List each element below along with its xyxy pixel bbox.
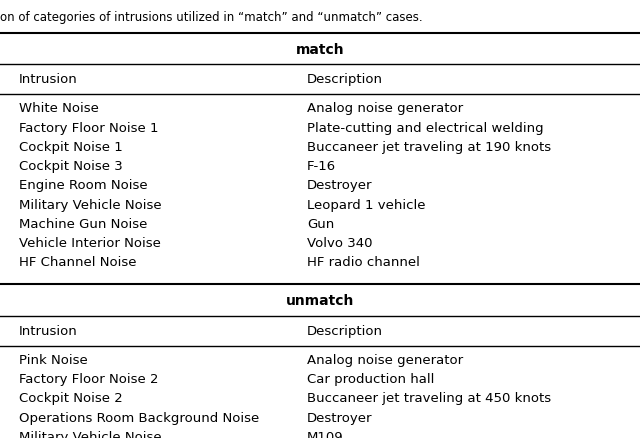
Text: Pink Noise: Pink Noise (19, 354, 88, 367)
Text: Analog noise generator: Analog noise generator (307, 354, 463, 367)
Text: match: match (296, 42, 344, 57)
Text: Plate-cutting and electrical welding: Plate-cutting and electrical welding (307, 122, 544, 134)
Text: Car production hall: Car production hall (307, 373, 435, 386)
Text: Cockpit Noise 1: Cockpit Noise 1 (19, 141, 123, 154)
Text: on of categories of intrusions utilized in “match” and “unmatch” cases.: on of categories of intrusions utilized … (0, 11, 422, 24)
Text: F-16: F-16 (307, 160, 337, 173)
Text: M109: M109 (307, 431, 344, 438)
Text: Gun: Gun (307, 218, 335, 231)
Text: Description: Description (307, 74, 383, 86)
Text: White Noise: White Noise (19, 102, 99, 115)
Text: Destroyer: Destroyer (307, 179, 372, 192)
Text: Leopard 1 vehicle: Leopard 1 vehicle (307, 198, 426, 212)
Text: Intrusion: Intrusion (19, 325, 78, 338)
Text: Military Vehicle Noise: Military Vehicle Noise (19, 431, 162, 438)
Text: Machine Gun Noise: Machine Gun Noise (19, 218, 148, 231)
Text: Vehicle Interior Noise: Vehicle Interior Noise (19, 237, 161, 250)
Text: HF radio channel: HF radio channel (307, 256, 420, 269)
Text: Factory Floor Noise 1: Factory Floor Noise 1 (19, 122, 159, 134)
Text: Destroyer: Destroyer (307, 412, 372, 425)
Text: HF Channel Noise: HF Channel Noise (19, 256, 137, 269)
Text: Military Vehicle Noise: Military Vehicle Noise (19, 198, 162, 212)
Text: Description: Description (307, 325, 383, 338)
Text: Analog noise generator: Analog noise generator (307, 102, 463, 115)
Text: Buccaneer jet traveling at 450 knots: Buccaneer jet traveling at 450 knots (307, 392, 551, 406)
Text: Cockpit Noise 3: Cockpit Noise 3 (19, 160, 123, 173)
Text: Operations Room Background Noise: Operations Room Background Noise (19, 412, 259, 425)
Text: Cockpit Noise 2: Cockpit Noise 2 (19, 392, 123, 406)
Text: Factory Floor Noise 2: Factory Floor Noise 2 (19, 373, 159, 386)
Text: Intrusion: Intrusion (19, 74, 78, 86)
Text: Buccaneer jet traveling at 190 knots: Buccaneer jet traveling at 190 knots (307, 141, 551, 154)
Text: unmatch: unmatch (286, 294, 354, 308)
Text: Volvo 340: Volvo 340 (307, 237, 372, 250)
Text: Engine Room Noise: Engine Room Noise (19, 179, 148, 192)
